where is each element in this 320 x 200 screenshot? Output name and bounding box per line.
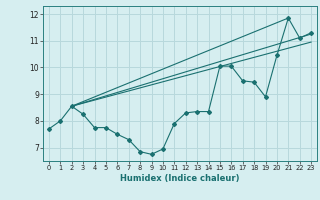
X-axis label: Humidex (Indice chaleur): Humidex (Indice chaleur)	[120, 174, 240, 183]
